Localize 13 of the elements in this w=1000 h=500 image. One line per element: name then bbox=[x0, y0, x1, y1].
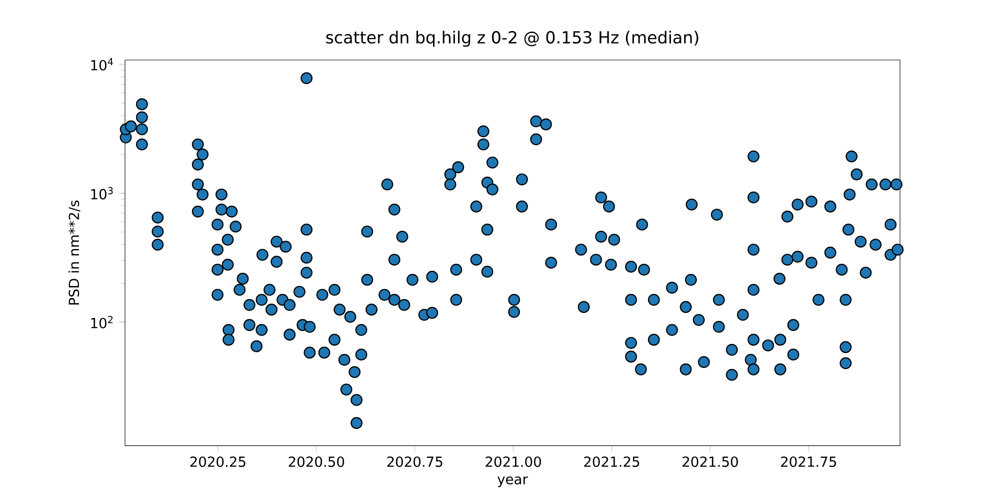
x-tick-label: 2021.00 bbox=[486, 456, 541, 467]
y-axis-title: PSD in nm**2/s bbox=[68, 200, 80, 304]
x-tick-label: 2020.25 bbox=[190, 456, 246, 467]
y-tick-label: 10$^{4}$ bbox=[91, 58, 113, 70]
x-tick-label: 2021.75 bbox=[781, 456, 836, 467]
x-axis-title: year bbox=[497, 476, 528, 488]
x-tick-label: 2021.25 bbox=[584, 456, 640, 467]
x-tick-label: 2020.50 bbox=[288, 456, 344, 467]
y-tick-label: 10$^{3}$ bbox=[91, 187, 113, 200]
x-tick-label: 2021.50 bbox=[682, 456, 738, 467]
y-tick-label: 10$^{2}$ bbox=[91, 316, 113, 328]
chart-title: scatter dn bq.hilg z 0-2 @ 0.153 Hz (median) bbox=[326, 30, 698, 47]
x-tick-label: 2020.75 bbox=[387, 456, 442, 467]
